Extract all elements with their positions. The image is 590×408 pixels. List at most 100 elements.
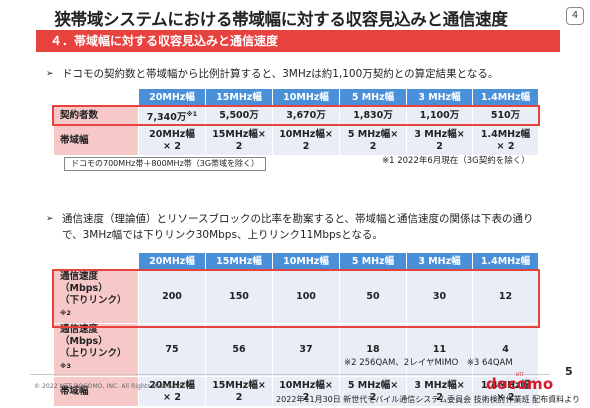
table-cell: 3 MHz幅× 2 <box>406 125 473 156</box>
table-corner <box>53 88 139 107</box>
table-cell: 15MHz幅× 2 <box>205 376 273 408</box>
row-label-uplink: 通信速度（Mbps） （上りリンク） ※3 <box>53 323 139 378</box>
table-cell: 1.4MHz幅 × 2 <box>472 125 539 156</box>
table-cell: 150 <box>205 269 273 325</box>
cell-line: × 2 <box>163 140 181 152</box>
row-label-contracts: 契約者数 <box>53 106 139 126</box>
row-label-line: 通信速度（Mbps） <box>60 324 108 348</box>
column-header: 5 MHz幅 <box>339 252 407 271</box>
row-label-bandwidth: 帯域幅 <box>53 376 139 408</box>
speed-table: 20MHz幅 15MHz幅 10MHz幅 5 MHz幅 3 MHz幅 1.4MH… <box>53 252 539 408</box>
column-header: 10MHz幅 <box>272 252 340 271</box>
bullet-text: ドコモの契約数と帯域幅から比例計算すると、3MHzは約1,100万契約との算定結… <box>62 68 499 80</box>
table-row-bandwidth: 帯域幅 20MHz幅 × 2 15MHz幅× 2 10MHz幅× 2 5 MHz幅× 2… <box>53 376 539 408</box>
cell-line: × 2 <box>496 140 515 152</box>
cell-value: 7,340万 <box>146 112 187 124</box>
cell-line: 20MHz幅 <box>149 379 195 391</box>
docomo-logo: docomo <box>486 375 554 393</box>
section-header: ４．帯域幅に対する収容見込みと通信速度 <box>36 30 560 52</box>
cell-line: 2 <box>235 391 243 403</box>
table-cell: 12 <box>472 269 539 325</box>
note-box: ドコモの700MHz帯＋800MHz帯（3G帯域を除く） <box>64 157 267 171</box>
column-header: 3 MHz幅 <box>406 252 473 271</box>
table-cell: 50 <box>339 269 407 325</box>
cell-line: 2 <box>436 391 443 403</box>
column-header: 15MHz幅 <box>205 252 273 271</box>
bullet-arrow-icon: ➢ <box>46 214 54 224</box>
cell-line: 2 <box>235 140 243 152</box>
copyright: © 2022 NTT DOCOMO, INC. All Rights Reser… <box>34 383 184 390</box>
table-row-uplink: 通信速度（Mbps） （上りリンク） ※3 75 56 37 18 11 4 <box>53 323 539 378</box>
cell-line: 15MHz幅× <box>212 128 266 140</box>
table-cell: 15MHz幅× 2 <box>205 125 273 156</box>
contracts-table: 20MHz幅 15MHz幅 10MHz幅 5 MHz幅 3 MHz幅 1.4MH… <box>53 88 539 156</box>
table-cell: 4 <box>472 323 539 378</box>
column-header: 20MHz幅 <box>138 88 206 107</box>
table-cell: 20MHz幅 × 2 <box>138 376 206 408</box>
column-header: 3 MHz幅 <box>406 88 473 107</box>
column-header: 5 MHz幅 <box>339 88 407 107</box>
table-cell: 56 <box>205 323 273 378</box>
table-cell: 5 MHz幅× 2 <box>339 376 407 408</box>
bullet-text: で、3MHz幅では下りリンク30Mbps、上りリンク11Mbpsとなる。 <box>62 229 383 241</box>
table-cell: 10MHz幅× 2 <box>272 376 340 408</box>
column-header: 10MHz幅 <box>272 88 340 107</box>
cell-line: 3 MHz幅× <box>414 128 465 140</box>
slide-title: 狭帯域システムにおける帯域幅に対する収容見込みと通信速度 <box>54 10 508 29</box>
bullet-contracts: ➢ ドコモの契約数と帯域幅から比例計算すると、3MHzは約1,100万契約との算… <box>46 66 498 82</box>
table-cell: 1,100万 <box>406 106 473 126</box>
column-header: 1.4MHz幅 <box>472 252 539 271</box>
column-header: 15MHz幅 <box>205 88 273 107</box>
footnote-marker: ※1 <box>186 109 198 118</box>
table-cell: 3 MHz幅× 2 <box>406 376 473 408</box>
cell-line: 10MHz幅× <box>279 379 333 391</box>
cell-line: 1.4MHz幅 <box>480 379 531 391</box>
cell-line: 10MHz幅× <box>279 128 333 140</box>
cell-line: 15MHz幅× <box>212 379 266 391</box>
table-cell: 5 MHz幅× 2 <box>339 125 407 156</box>
row-label-sub: （下りリンク） <box>60 295 127 306</box>
table-cell: 37 <box>272 323 340 378</box>
cell-line: × 2 <box>163 391 181 403</box>
table-row-bandwidth: 帯域幅 20MHz幅 × 2 15MHz幅× 2 10MHz幅× 2 5 MHz幅× 2… <box>53 125 539 156</box>
cell-line: 2 <box>369 140 377 152</box>
cell-line: 20MHz幅 <box>149 128 195 140</box>
table-header-row: 20MHz幅 15MHz幅 10MHz幅 5 MHz幅 3 MHz幅 1.4MH… <box>53 252 539 271</box>
table-cell: 200 <box>138 269 206 325</box>
table-header-row: 20MHz幅 15MHz幅 10MHz幅 5 MHz幅 3 MHz幅 1.4MH… <box>53 88 539 107</box>
row-label-line: 通信速度（Mbps） <box>60 271 108 294</box>
footer-divider <box>30 374 550 375</box>
bullet-speed: ➢ 通信速度（理論値）とリソースブロックの比率を勘案すると、帯域幅と通信速度の関… <box>46 211 534 243</box>
cell-line: 5 MHz幅× <box>347 128 399 140</box>
table-corner <box>53 252 139 271</box>
table-cell: 5,500万 <box>205 106 273 126</box>
table-cell: 75 <box>138 323 206 378</box>
table-cell: 100 <box>272 269 340 325</box>
cell-line: 2 <box>369 391 377 403</box>
row-label-line: （下りリンク） ※2 <box>60 295 136 323</box>
table-cell: 3,670万 <box>272 106 340 126</box>
cell-line: 1.4MHz幅 <box>480 128 531 140</box>
table-cell: 1.4MHz幅 × 2 <box>472 376 539 408</box>
bullet-text: 通信速度（理論値）とリソースブロックの比率を勘案すると、帯域幅と通信速度の関係は… <box>62 213 534 225</box>
table-cell: 7,340万※1 <box>138 106 206 126</box>
table-cell: 20MHz幅 × 2 <box>138 125 206 156</box>
bullet-arrow-icon: ➢ <box>46 69 54 79</box>
column-header: 20MHz幅 <box>138 252 206 271</box>
cell-line: 5 MHz幅× <box>347 379 399 391</box>
row-label-sub: （上りリンク） <box>60 348 127 360</box>
table-row-contracts: 契約者数 7,340万※1 5,500万 3,670万 1,830万 1,100… <box>53 106 539 126</box>
cell-line: 2 <box>302 391 310 403</box>
table-cell: 510万 <box>472 106 539 126</box>
cell-line: × 2 <box>496 391 515 403</box>
table-cell: 11 <box>406 323 473 378</box>
table-cell: 18 <box>339 323 407 378</box>
table-cell: 1,830万 <box>339 106 407 126</box>
logo-small-text: NTT <box>516 372 524 377</box>
source-caption: 2022年11月30日 新世代モバイル通信システム委員会 技術検討作業班 配布資… <box>276 395 580 404</box>
row-label-downlink: 通信速度（Mbps） （下りリンク） ※2 <box>53 269 139 325</box>
row-label-line: （上りリンク） ※3 <box>60 348 136 376</box>
footnote-2-3: ※2 256QAM、2レイヤMIMO ※3 64QAM <box>344 358 513 368</box>
cell-line: 2 <box>302 140 310 152</box>
cell-line: 3 MHz幅× <box>414 379 465 391</box>
